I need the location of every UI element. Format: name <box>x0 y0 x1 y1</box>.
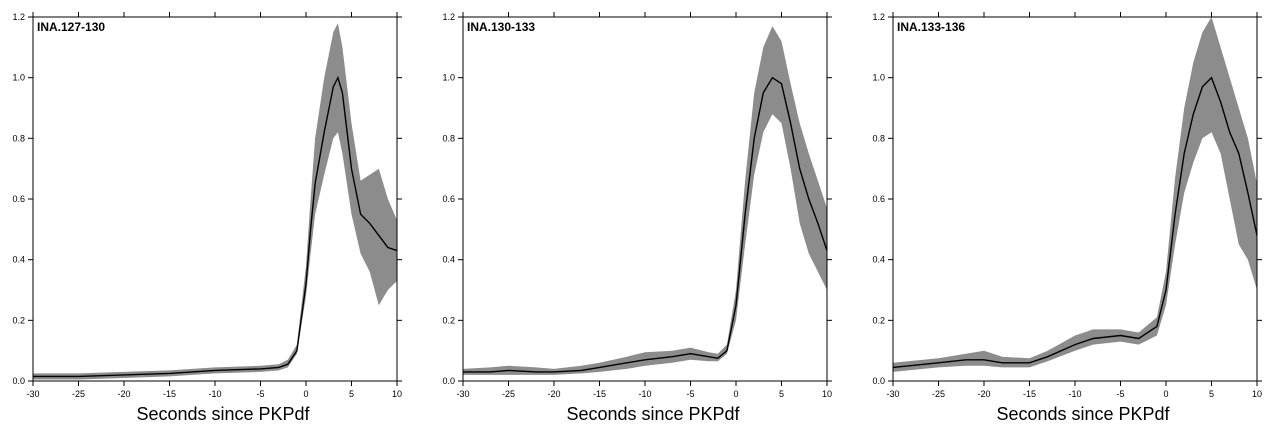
y-tick-label: 0.2 <box>12 315 25 325</box>
x-tick-label: -15 <box>593 389 606 399</box>
x-tick-label: 0 <box>733 389 738 399</box>
y-tick-label: 1.0 <box>12 73 25 83</box>
y-tick-label: 0.4 <box>442 255 455 265</box>
x-axis-label: Seconds since PKPdf <box>566 404 740 424</box>
chart-panel-1: -30 -25 -20 -15 -10 -5 0 5 10 0.0 0.2 0.4 0.6 0.8 1.0 1… <box>12 12 402 424</box>
panel-title: INA.127-130 <box>37 20 105 34</box>
x-tick-label: 5 <box>779 389 784 399</box>
x-tick-label: 5 <box>349 389 354 399</box>
y-tick-label: 1.2 <box>872 12 885 22</box>
y-tick-label: 0.0 <box>872 376 885 386</box>
x-tick-label: -10 <box>208 389 221 399</box>
x-tick-label: -20 <box>547 389 560 399</box>
uncertainty-band <box>893 17 1257 372</box>
x-tick-label: -5 <box>686 389 694 399</box>
x-tick-label: 5 <box>1209 389 1214 399</box>
x-axis-label: Seconds since PKPdf <box>996 404 1170 424</box>
panel-title: INA.130-133 <box>467 20 535 34</box>
x-tick-label: -5 <box>256 389 264 399</box>
y-tick-label: 0.4 <box>872 255 885 265</box>
x-tick-label: 10 <box>1252 389 1262 399</box>
x-tick-label: -25 <box>932 389 945 399</box>
panel-title: INA.133-136 <box>897 20 965 34</box>
uncertainty-band <box>33 23 397 380</box>
mean-line <box>892 76 1258 369</box>
y-tick-label: 1.2 <box>442 12 455 22</box>
x-tick-label: -5 <box>1116 389 1124 399</box>
x-tick-label: -15 <box>1023 389 1036 399</box>
y-tick-label: 0.0 <box>12 376 25 386</box>
x-tick-label: -20 <box>977 389 990 399</box>
x-tick-label: -10 <box>1068 389 1081 399</box>
y-tick-label: 0.2 <box>872 315 885 325</box>
y-tick-label: 1.0 <box>872 73 885 83</box>
x-tick-label: 10 <box>822 389 832 399</box>
y-tick-label: 0.4 <box>12 255 25 265</box>
y-tick-label: 0.2 <box>442 315 455 325</box>
y-tick-label: 0.6 <box>12 194 25 204</box>
mean-line <box>33 75 398 378</box>
y-tick-label: 0.8 <box>872 133 885 143</box>
chart-panel-3: -30 -25 -20 -15 -10 -5 0 5 10 0.0 0.2 0.4 0.6 0.8 1.0 1… <box>872 12 1262 424</box>
y-tick-label: 1.0 <box>442 73 455 83</box>
x-tick-label: 0 <box>303 389 308 399</box>
x-tick-label: -30 <box>886 389 899 399</box>
x-tick-label: -30 <box>456 389 469 399</box>
chart-panel-2: -30 -25 -20 -15 -10 -5 0 5 10 0.0 0.2 0.4 0.6 0.8 1.0 1… <box>442 12 832 424</box>
x-tick-label: -30 <box>26 389 39 399</box>
y-tick-label: 0.0 <box>442 376 455 386</box>
x-axis-label: Seconds since PKPdf <box>136 404 310 424</box>
y-tick-label: 0.8 <box>442 133 455 143</box>
x-tick-label: 0 <box>1163 389 1168 399</box>
x-tick-label: -15 <box>163 389 176 399</box>
x-tick-label: 10 <box>392 389 402 399</box>
x-tick-label: -25 <box>72 389 85 399</box>
mean-line <box>463 76 828 373</box>
y-tick-label: 1.2 <box>12 12 25 22</box>
y-tick-label: 0.8 <box>12 133 25 143</box>
y-tick-label: 0.6 <box>442 194 455 204</box>
x-tick-label: -20 <box>117 389 130 399</box>
x-tick-label: -25 <box>502 389 515 399</box>
y-tick-label: 0.6 <box>872 194 885 204</box>
x-tick-label: -10 <box>638 389 651 399</box>
